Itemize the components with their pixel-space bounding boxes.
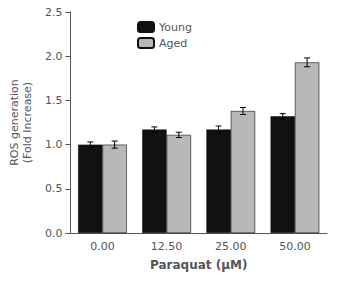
svg-text:0.00: 0.00: [90, 240, 115, 253]
svg-text:Young: Young: [158, 21, 192, 34]
svg-text:0.0: 0.0: [45, 227, 63, 240]
svg-text:ROS generation: ROS generation: [8, 79, 21, 166]
svg-text:12.50: 12.50: [151, 240, 183, 253]
svg-text:25.00: 25.00: [215, 240, 247, 253]
svg-text:2.5: 2.5: [45, 6, 63, 19]
svg-text:(Fold Increase): (Fold Increase): [21, 82, 34, 163]
svg-text:0.5: 0.5: [45, 182, 63, 195]
svg-text:1.0: 1.0: [45, 138, 63, 151]
svg-text:Aged: Aged: [159, 37, 187, 50]
svg-text:1.5: 1.5: [45, 94, 63, 107]
svg-text:50.00: 50.00: [279, 240, 311, 253]
svg-text:2.0: 2.0: [45, 50, 63, 63]
svg-text:Paraquat (μM): Paraquat (μM): [150, 258, 247, 272]
